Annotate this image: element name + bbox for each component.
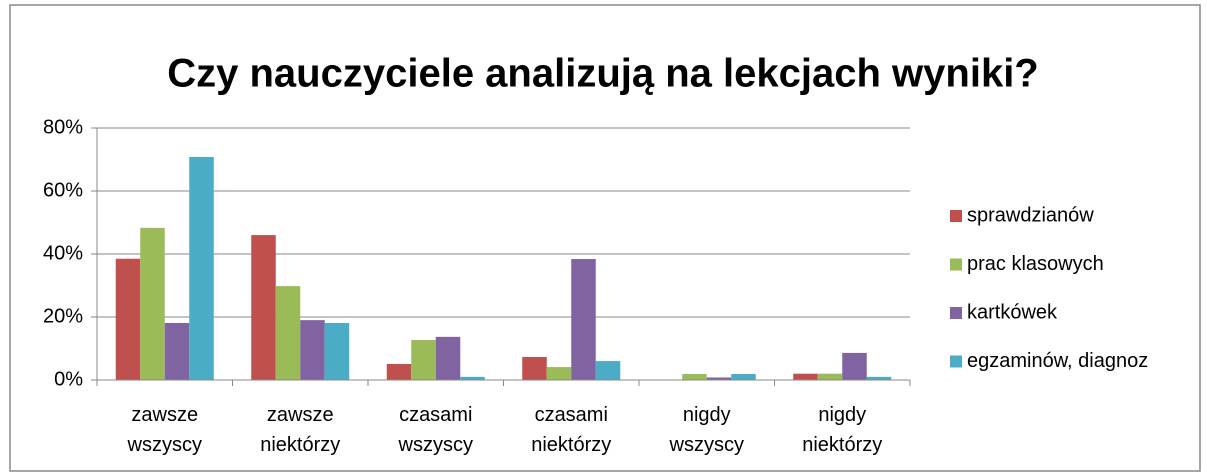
bar bbox=[164, 322, 190, 380]
bar bbox=[460, 376, 485, 380]
legend-label: prac klasowych bbox=[967, 253, 1104, 275]
bar bbox=[682, 374, 707, 380]
legend-swatch bbox=[950, 258, 962, 271]
x-tick-label: zawsze wszyscy bbox=[127, 404, 202, 456]
legend-swatch bbox=[950, 355, 962, 368]
y-tick-label: 0% bbox=[54, 368, 83, 390]
y-tick-label: 40% bbox=[43, 242, 83, 264]
legend-label: kartkówek bbox=[967, 301, 1058, 323]
x-tick-label: nigdy niektórzy bbox=[802, 404, 883, 456]
bar bbox=[115, 258, 141, 380]
y-tick-label: 60% bbox=[43, 179, 83, 201]
bar bbox=[731, 374, 756, 380]
y-tick-label: 20% bbox=[43, 305, 83, 327]
x-tick-label: nigdy wszyscy bbox=[669, 404, 744, 456]
bar bbox=[571, 259, 596, 380]
bar bbox=[595, 361, 621, 380]
legend-swatch bbox=[950, 210, 962, 222]
x-tick-label: czasami niektórzy bbox=[531, 404, 612, 456]
legend-label: egzaminów, diagnoz bbox=[967, 350, 1148, 372]
bar bbox=[324, 322, 350, 380]
bar bbox=[251, 235, 276, 380]
bar bbox=[386, 363, 412, 380]
bar bbox=[140, 227, 165, 380]
bar bbox=[435, 336, 461, 380]
bar bbox=[866, 376, 892, 380]
bar bbox=[706, 377, 732, 380]
bar bbox=[817, 373, 843, 380]
bar bbox=[793, 373, 818, 380]
x-tick-label: zawsze niektórzy bbox=[260, 404, 341, 456]
bar bbox=[842, 352, 867, 380]
bar bbox=[522, 357, 547, 380]
bar bbox=[546, 367, 572, 380]
bar bbox=[411, 339, 436, 380]
chart-title: Czy nauczyciele analizują na lekcjach wy… bbox=[167, 52, 1038, 96]
bar bbox=[189, 156, 214, 380]
legend-swatch bbox=[950, 307, 962, 319]
bar bbox=[300, 320, 325, 380]
y-tick-label: 80% bbox=[43, 116, 83, 138]
x-tick-label: czasami wszyscy bbox=[398, 404, 473, 456]
legend-label: sprawdzianów bbox=[967, 204, 1094, 226]
bar bbox=[275, 286, 301, 380]
